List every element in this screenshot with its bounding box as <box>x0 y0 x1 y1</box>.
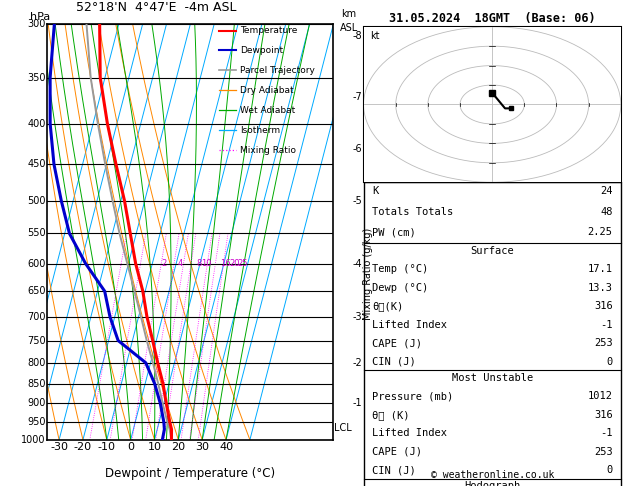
Text: 550: 550 <box>27 228 46 239</box>
Text: © weatheronline.co.uk: © weatheronline.co.uk <box>430 470 554 480</box>
Text: -20: -20 <box>74 442 92 452</box>
Text: 10: 10 <box>147 442 162 452</box>
Text: Most Unstable: Most Unstable <box>452 373 533 383</box>
Text: 16: 16 <box>220 259 230 268</box>
Text: 0: 0 <box>606 357 613 367</box>
Text: 0: 0 <box>606 465 613 475</box>
Text: 0: 0 <box>127 442 134 452</box>
Text: Mixing Ratio: Mixing Ratio <box>240 146 296 155</box>
Text: 500: 500 <box>27 195 46 206</box>
Text: 25: 25 <box>238 259 248 268</box>
Text: PW (cm): PW (cm) <box>372 227 416 238</box>
Text: -8: -8 <box>352 31 362 41</box>
Text: 316: 316 <box>594 410 613 420</box>
Text: 2: 2 <box>162 259 167 268</box>
Text: 253: 253 <box>594 447 613 457</box>
Text: 13.3: 13.3 <box>587 283 613 293</box>
Text: 950: 950 <box>27 417 46 427</box>
Text: -10: -10 <box>97 442 116 452</box>
Text: kt: kt <box>370 31 379 41</box>
Text: CIN (J): CIN (J) <box>372 465 416 475</box>
Text: -2: -2 <box>352 358 362 368</box>
Text: -30: -30 <box>50 442 68 452</box>
Text: 700: 700 <box>27 312 46 322</box>
Text: Dry Adiabat: Dry Adiabat <box>240 86 294 95</box>
Text: Pressure (mb): Pressure (mb) <box>372 391 453 401</box>
Text: Lifted Index: Lifted Index <box>372 320 447 330</box>
Text: Surface: Surface <box>470 246 514 256</box>
Text: 1000: 1000 <box>21 435 46 445</box>
Text: CIN (J): CIN (J) <box>372 357 416 367</box>
Text: Parcel Trajectory: Parcel Trajectory <box>240 66 315 75</box>
Text: 400: 400 <box>28 119 46 129</box>
Text: -1: -1 <box>600 428 613 438</box>
Text: Temp (°C): Temp (°C) <box>372 264 428 275</box>
Text: Hodograph: Hodograph <box>464 481 520 486</box>
Text: 316: 316 <box>594 301 613 312</box>
Text: 52°18'N  4°47'E  -4m ASL: 52°18'N 4°47'E -4m ASL <box>75 1 236 14</box>
Text: 4: 4 <box>177 259 182 268</box>
Text: km: km <box>342 9 357 19</box>
Text: Temperature: Temperature <box>240 26 298 35</box>
Text: LCL: LCL <box>334 422 352 433</box>
Text: 17.1: 17.1 <box>587 264 613 275</box>
Text: Dewp (°C): Dewp (°C) <box>372 283 428 293</box>
Text: 800: 800 <box>28 358 46 368</box>
Bar <box>364 27 621 182</box>
Text: -3: -3 <box>352 312 362 322</box>
Text: 30: 30 <box>195 442 209 452</box>
Text: ASL: ASL <box>340 23 359 33</box>
Text: 24: 24 <box>600 186 613 196</box>
Text: 31.05.2024  18GMT  (Base: 06): 31.05.2024 18GMT (Base: 06) <box>389 12 596 25</box>
Bar <box>364 182 621 486</box>
Text: 2.25: 2.25 <box>587 227 613 238</box>
Text: 253: 253 <box>594 338 613 348</box>
Text: -4: -4 <box>352 259 362 269</box>
Text: 20: 20 <box>230 259 240 268</box>
Text: θᴇ (K): θᴇ (K) <box>372 410 409 420</box>
Text: hPa: hPa <box>30 12 50 22</box>
Text: 750: 750 <box>27 335 46 346</box>
Text: θᴇ(K): θᴇ(K) <box>372 301 403 312</box>
Text: 450: 450 <box>27 159 46 169</box>
Text: 8: 8 <box>196 259 201 268</box>
Text: 10: 10 <box>201 259 211 268</box>
Text: 850: 850 <box>27 379 46 389</box>
Text: 40: 40 <box>219 442 233 452</box>
Text: -6: -6 <box>352 143 362 154</box>
Text: CAPE (J): CAPE (J) <box>372 447 422 457</box>
Text: Totals Totals: Totals Totals <box>372 207 453 217</box>
Text: Mixing Ratio (g/kg): Mixing Ratio (g/kg) <box>363 227 373 320</box>
Text: Lifted Index: Lifted Index <box>372 428 447 438</box>
Text: -7: -7 <box>352 92 362 102</box>
Text: 1012: 1012 <box>587 391 613 401</box>
Text: CAPE (J): CAPE (J) <box>372 338 422 348</box>
Text: -1: -1 <box>600 320 613 330</box>
Text: Wet Adiabat: Wet Adiabat <box>240 106 296 115</box>
Text: -5: -5 <box>352 195 362 206</box>
Text: K: K <box>372 186 378 196</box>
Text: Dewpoint: Dewpoint <box>240 46 284 55</box>
Text: 350: 350 <box>27 72 46 83</box>
Text: 300: 300 <box>28 19 46 29</box>
Text: 48: 48 <box>600 207 613 217</box>
Text: -1: -1 <box>352 399 362 408</box>
Text: Isotherm: Isotherm <box>240 126 281 135</box>
Text: 900: 900 <box>28 399 46 408</box>
Text: 650: 650 <box>27 286 46 296</box>
Text: Dewpoint / Temperature (°C): Dewpoint / Temperature (°C) <box>105 467 276 480</box>
Text: 600: 600 <box>28 259 46 269</box>
Text: 20: 20 <box>171 442 186 452</box>
